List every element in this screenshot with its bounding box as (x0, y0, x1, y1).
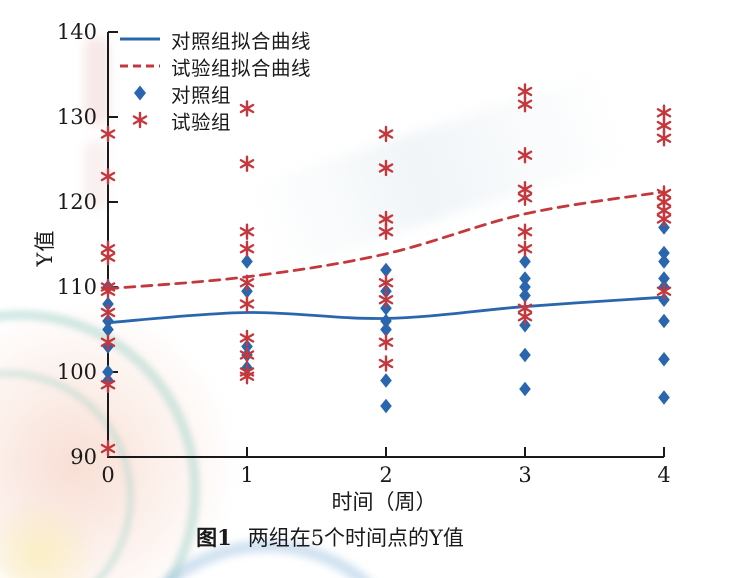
treatment-point (517, 96, 533, 113)
treatment-point (100, 168, 116, 185)
control-point (380, 301, 392, 316)
x-tick-label: 4 (657, 463, 670, 487)
control-point (658, 271, 670, 286)
y-axis-title: Y值 (33, 229, 57, 267)
control-point (380, 398, 392, 414)
control-point (519, 288, 531, 303)
legend-item-treatment: 试验组 (118, 108, 311, 134)
legend-label: 对照组 (171, 83, 232, 107)
x-tick-label: 0 (101, 463, 114, 487)
treatment-point (656, 283, 672, 300)
control-point (519, 279, 531, 295)
treatment-point (239, 223, 255, 240)
treatment-point (378, 355, 394, 372)
treatment-point (100, 440, 116, 457)
y-axis-ticks: 90 100 110 120 130 140 (57, 20, 118, 469)
control-point (658, 220, 670, 235)
legend-label: 试验组拟合曲线 (171, 56, 312, 80)
legend-item-control: 对照组 (118, 81, 311, 107)
treatment-point (239, 346, 255, 364)
treatment-point (517, 223, 533, 240)
control-point (241, 339, 253, 354)
legend-item-control-fit: 对照组拟合曲线 (118, 27, 312, 53)
treatment-point (378, 291, 394, 308)
x-axis-title: 时间（周） (331, 490, 437, 514)
treatment-point (656, 210, 672, 228)
treatment-point (239, 368, 255, 385)
legend-label: 对照组拟合曲线 (171, 29, 312, 53)
treatment-point (239, 155, 255, 172)
control-point (380, 373, 392, 388)
caption-number: 图1 (196, 525, 232, 550)
legend-label: 试验组 (171, 110, 232, 134)
treatment-point (239, 274, 255, 291)
y-tick-label: 130 (57, 105, 97, 129)
legend: 对照组拟合曲线 试验组拟合曲线 对照组 试验组 (118, 27, 312, 134)
treatment-point (239, 240, 255, 257)
control-point (519, 318, 531, 333)
control-point (380, 322, 392, 337)
control-point (519, 271, 531, 286)
treatment-point (378, 125, 394, 143)
control-point (102, 296, 114, 312)
treatment-point (100, 304, 116, 321)
y-tick-label: 100 (57, 360, 97, 384)
control-point (519, 254, 531, 269)
treatment-point (378, 223, 394, 240)
control-point (658, 292, 670, 307)
treatment-point (100, 125, 116, 143)
y-tick-label: 90 (70, 445, 97, 469)
treatment-point (100, 249, 116, 266)
figure-caption: 图1 两组在5个时间点的Y值 (196, 522, 464, 552)
treatment-point (100, 376, 116, 393)
treatment-point (656, 130, 672, 147)
x-tick-label: 3 (518, 463, 531, 487)
treatment-point (239, 329, 255, 347)
treatment-scatter (100, 83, 672, 457)
control-point (658, 352, 670, 367)
legend-line-solid-icon (120, 37, 160, 41)
legend-item-treatment-fit: 试验组拟合曲线 (118, 54, 312, 80)
legend-asterisk-icon (132, 111, 148, 129)
y-tick-label: 110 (57, 275, 97, 299)
treatment-point (378, 274, 394, 291)
control-point (658, 254, 670, 269)
control-point (658, 390, 670, 405)
control-point (102, 313, 114, 329)
treatment-point (517, 308, 533, 325)
legend-line-dashed-icon (120, 64, 160, 68)
treatment-point (517, 147, 533, 164)
control-point (241, 284, 253, 299)
control-point (102, 322, 114, 337)
treatment-point (378, 334, 394, 351)
treatment-point (378, 159, 394, 177)
control-point (519, 347, 531, 363)
treatment-point (100, 283, 116, 300)
control-point (380, 284, 392, 299)
treatment-fit-line (106, 190, 666, 291)
control-point (380, 313, 392, 329)
legend-diamond-icon (134, 85, 146, 101)
control-point (380, 262, 392, 278)
control-point (658, 245, 670, 261)
control-point (241, 254, 253, 269)
caption-text: 两组在5个时间点的Y值 (247, 526, 464, 550)
treatment-point (517, 189, 533, 206)
control-point (519, 381, 531, 397)
x-tick-label: 1 (240, 463, 253, 487)
control-point (102, 364, 114, 380)
x-axis-ticks: 0 1 2 3 4 (101, 447, 671, 487)
control-point (658, 313, 670, 329)
treatment-point (239, 100, 255, 117)
x-tick-label: 2 (379, 463, 392, 487)
treatment-point (100, 334, 116, 351)
treatment-point (517, 240, 533, 257)
y-tick-label: 140 (57, 20, 97, 44)
y-tick-label: 120 (57, 190, 97, 214)
treatment-point (239, 295, 255, 313)
